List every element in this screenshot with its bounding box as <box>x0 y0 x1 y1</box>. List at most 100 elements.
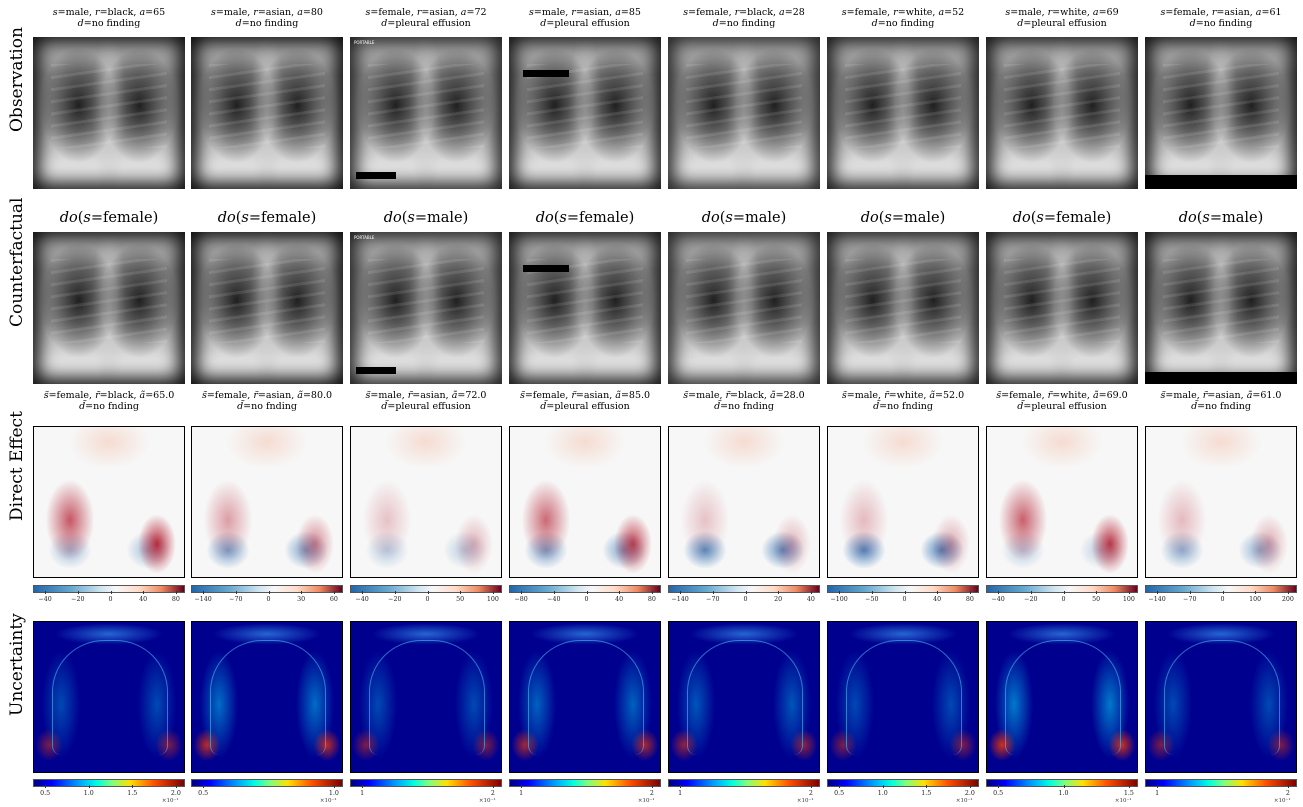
colorbar-tick <box>394 591 396 594</box>
caption-line: d̃=no fnding <box>1191 401 1251 412</box>
direct-effect-colorbar <box>350 585 502 593</box>
attr-d: d <box>381 18 388 29</box>
attr-r-tilde: r̃ <box>1047 390 1053 401</box>
direct-effect-colorbar <box>509 585 661 593</box>
do-operator: do <box>860 210 879 226</box>
cf-age-value: 85.0 <box>628 390 651 401</box>
counterfactual-caption: s̃=female, r̃=white, ã=69.0 d̃=pleural ef… <box>982 390 1142 412</box>
age-value: 52 <box>952 7 965 18</box>
colorbar-tick <box>586 591 588 594</box>
uncertainty-colorbar <box>33 779 185 787</box>
colorbar-tick-label: −140 <box>194 596 212 603</box>
direct-effect-map <box>827 426 979 578</box>
colorbar-tick <box>268 591 270 594</box>
colorbar-tick-label: 100 <box>1122 596 1135 603</box>
colorbar-tick-label: 2 <box>808 790 813 797</box>
cf-age-value: 69.0 <box>1106 390 1128 401</box>
colorbar-tick-label: 2 <box>1285 790 1290 797</box>
intervention-caption: do(s=male) <box>383 210 469 226</box>
uncertainty-map <box>1145 621 1297 773</box>
rib-shadows <box>1163 64 1279 148</box>
intervention-value: female <box>579 210 629 226</box>
caption-line: d=pleural effusion <box>540 18 630 29</box>
attr-s: s <box>365 7 371 18</box>
observation-image <box>1145 37 1297 189</box>
direct-effect-colorbar <box>33 585 185 593</box>
direct-effect-ticks: −140 −70 0 20 40 <box>668 591 820 606</box>
colorbar-tick <box>45 591 46 594</box>
attr-a: a <box>297 7 303 18</box>
colorbar-exponent: ×10⁻¹ <box>319 798 337 804</box>
colorbar-tick-label: −40 <box>991 596 1005 603</box>
colorbar-tick <box>619 591 620 594</box>
uncertainty-ticks: 1 2 ×10⁻¹ <box>350 785 502 804</box>
observation-image <box>986 37 1138 189</box>
rib-shadows <box>51 259 167 343</box>
caption-line: d=no finding <box>712 18 776 29</box>
direct-effect-colorbar <box>827 585 979 593</box>
sex-value: female <box>1173 7 1206 18</box>
uncertainty-ticks: 1 2 ×10⁻¹ <box>668 785 820 804</box>
colorbar-tick-label: −100 <box>830 596 848 603</box>
uncertainty-map <box>827 621 979 773</box>
intervention-value: male <box>1222 210 1258 226</box>
colorbar-tick <box>492 785 494 788</box>
observation-caption: s=female, r=asian, a=61 d=no finding <box>1141 7 1301 29</box>
cf-race-value: white <box>896 390 924 401</box>
colorbar-tick <box>132 785 133 788</box>
direct-effect-colorbar <box>986 585 1138 593</box>
do-operator: do <box>1012 210 1031 226</box>
colorbar-tick <box>882 785 884 788</box>
colorbar-tick-label: −20 <box>71 596 85 603</box>
uncertainty-contour <box>1164 640 1280 755</box>
uncertainty-ticks: 0.5 1.0 1.5 2.0 ×10⁻¹ <box>33 785 185 804</box>
observation-image: PORTABLE <box>350 37 502 189</box>
colorbar-tick-label: 40 <box>806 596 815 603</box>
attr-r: r <box>416 7 422 18</box>
counterfactual-image <box>1145 232 1297 384</box>
attr-a-tilde: ã <box>139 390 146 401</box>
caption-line: d=no finding <box>1189 18 1253 29</box>
race-value: asian <box>1224 7 1250 18</box>
marker-text: PORTABLE <box>354 235 375 240</box>
attr-s: s <box>841 7 847 18</box>
direct-effect-ticks: −140 −70 0 30 60 <box>191 591 343 606</box>
cf-disease-value: pleural effusion <box>1031 401 1107 412</box>
colorbar-tick <box>143 591 144 594</box>
direct-effect-map <box>509 426 661 578</box>
marker-text: PORTABLE <box>354 40 375 45</box>
attr-d: d <box>871 18 878 29</box>
disease-value: pleural effusion <box>395 18 471 29</box>
caption-line: s=female, r=black, a=28 <box>683 7 805 18</box>
colorbar-tick-label: 1.0 <box>877 790 888 797</box>
attr-s: s <box>1005 7 1011 18</box>
attr-s-tilde: s̃ <box>841 390 847 401</box>
colorbar-tick-label: −40 <box>38 596 52 603</box>
colorbar-tick <box>1128 785 1130 788</box>
colorbar-tick-label: 1.0 <box>83 790 94 797</box>
uncertainty-contour <box>52 640 168 755</box>
colorbar-tick <box>1157 591 1158 594</box>
colorbar-tick-label: 0 <box>743 596 748 603</box>
observation-image <box>668 37 820 189</box>
race-value: asian <box>265 7 292 18</box>
occluder-bar <box>356 367 396 374</box>
observation-image <box>191 37 343 189</box>
cf-sex-value: female <box>214 390 248 401</box>
attr-d: d <box>1017 18 1024 29</box>
colorbar-tick <box>521 591 522 594</box>
intervention-value: male <box>745 210 781 226</box>
attr-a: a <box>460 7 467 18</box>
rib-shadows <box>209 259 325 343</box>
rib-shadows <box>845 64 961 148</box>
colorbar-tick <box>904 591 906 594</box>
attr-r: r <box>253 7 258 18</box>
attr-r: r <box>893 7 898 18</box>
colorbar-tick-label: 1 <box>519 790 524 797</box>
disease-value: no finding <box>1203 18 1253 29</box>
colorbar-tick-label: 1.0 <box>1058 790 1069 797</box>
rib-shadows <box>51 64 167 148</box>
cf-disease-value: no fnding <box>251 401 297 412</box>
uncertainty-ticks: 1 2 ×10⁻¹ <box>1145 785 1297 804</box>
attr-d: d <box>235 18 242 29</box>
